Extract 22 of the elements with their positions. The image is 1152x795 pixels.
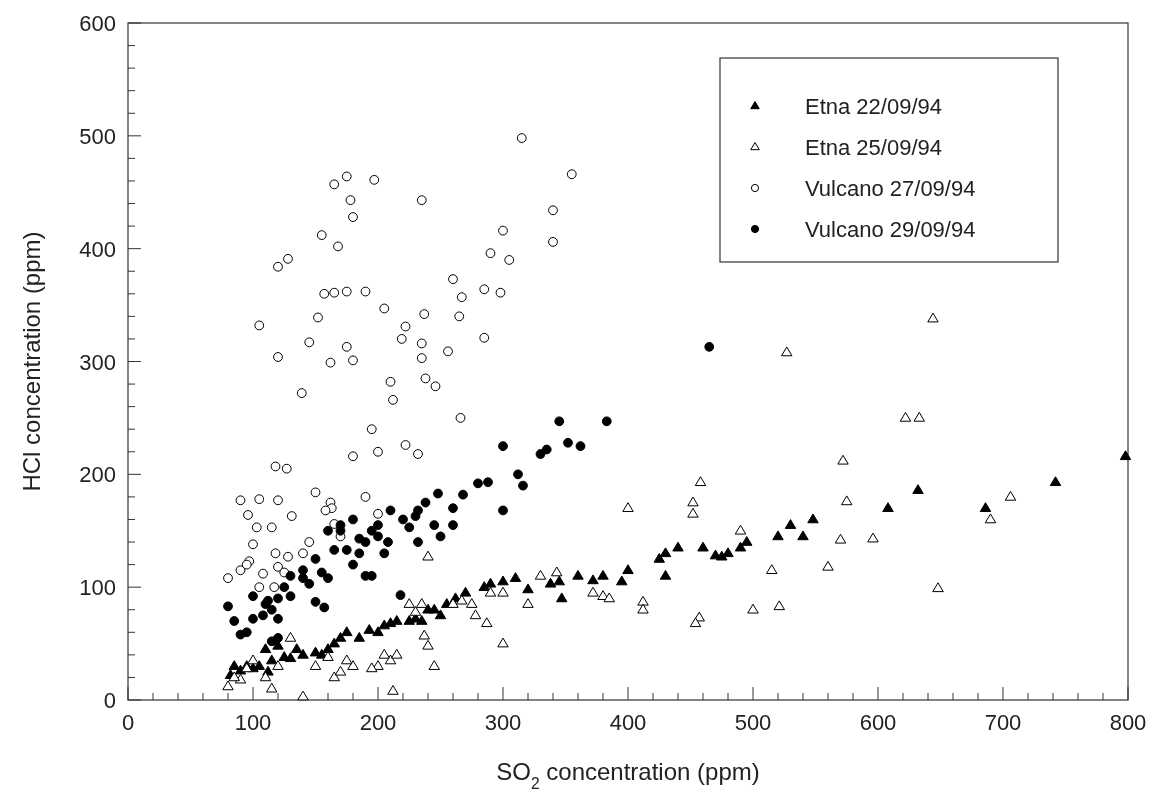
y-tick-label: 0 bbox=[103, 688, 116, 713]
x-tick-label: 700 bbox=[984, 710, 1022, 735]
legend-label: Etna 25/09/94 bbox=[805, 135, 943, 160]
y-tick-label: 300 bbox=[79, 349, 116, 375]
y-tick-label: 400 bbox=[79, 236, 116, 262]
y-tick-label: 500 bbox=[79, 123, 116, 149]
y-axis-title: HCl concentration (ppm) bbox=[18, 231, 45, 492]
x-tick-label: 300 bbox=[484, 710, 522, 735]
y-tick-label: 200 bbox=[79, 462, 116, 488]
x-tick-label: 800 bbox=[1109, 710, 1147, 735]
x-tick-label: 500 bbox=[734, 710, 772, 735]
legend-label: Vulcano 27/09/94 bbox=[805, 176, 976, 201]
y-tick-label: 100 bbox=[79, 575, 116, 601]
x-tick-label: 0 bbox=[121, 710, 135, 735]
x-tick-label: 100 bbox=[234, 710, 272, 735]
legend-label: Etna 22/09/94 bbox=[805, 94, 943, 119]
y-tick-label: 600 bbox=[79, 11, 116, 36]
x-tick-label: 200 bbox=[359, 710, 397, 735]
legend-label: Vulcano 29/09/94 bbox=[805, 217, 976, 242]
x-axis-title: SO$_{2}$ concentration (ppm) bbox=[496, 758, 760, 792]
x-tick-label: 400 bbox=[609, 710, 647, 735]
x-tick-label: 600 bbox=[859, 710, 897, 735]
